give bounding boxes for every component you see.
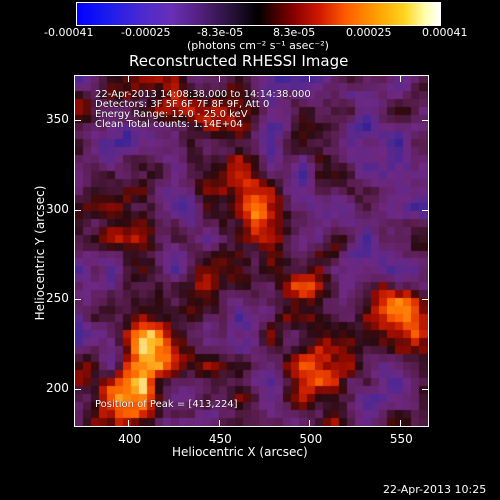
info-line: Energy Range: 12.0 - 25.0 keV — [95, 109, 248, 120]
x-tick-mark — [309, 420, 311, 426]
x-tick-mark — [218, 420, 220, 426]
y-tick-mark — [75, 389, 81, 391]
y-tick-mark — [422, 389, 428, 391]
y-tick-label: 200 — [46, 381, 69, 396]
image-heatmap — [75, 76, 428, 426]
x-tick-mark — [128, 76, 130, 82]
colorbar-tick-label: -0.00025 — [121, 26, 171, 39]
y-tick-mark — [75, 119, 81, 121]
footer-timestamp: 22-Apr-2013 10:25 — [383, 483, 487, 496]
x-tick-mark — [399, 76, 401, 82]
rhessi-image: 22-Apr-2013 14:08:38.000 to 14:14:38.000… — [74, 75, 429, 427]
colorbar-units: (photons cm⁻² s⁻¹ asec⁻²) — [187, 39, 329, 52]
y-tick-mark — [75, 209, 81, 211]
info-line: Detectors: 3F 5F 6F 7F 8F 9F, Att 0 — [95, 99, 270, 110]
plot-title: Reconstructed RHESSI Image — [129, 52, 349, 70]
peak-position-label: Position of Peak = [413,224] — [95, 399, 238, 410]
y-tick-label: 300 — [46, 201, 69, 216]
x-tick-mark — [218, 76, 220, 82]
colorbar-tick-label: 0.00025 — [346, 26, 392, 39]
x-tick-mark — [128, 420, 130, 426]
colorbar-tick-label: 0.00041 — [422, 26, 468, 39]
y-tick-mark — [422, 209, 428, 211]
x-axis-label: Heliocentric X (arcsec) — [172, 445, 308, 459]
x-tick-label: 450 — [208, 432, 232, 446]
info-line: Clean Total counts: 1.14E+04 — [95, 119, 243, 130]
colorbar-tick-label: -8.3e-05 — [197, 26, 244, 39]
colorbar — [76, 2, 441, 26]
y-tick-mark — [422, 119, 428, 121]
y-tick-label: 250 — [46, 291, 69, 306]
y-tick-mark — [422, 299, 428, 301]
x-tick-label: 550 — [389, 432, 413, 446]
info-line: 22-Apr-2013 14:08:38.000 to 14:14:38.000 — [95, 89, 311, 100]
x-tick-label: 400 — [118, 432, 142, 446]
colorbar-tick-label: -0.00041 — [44, 26, 94, 39]
colorbar-tick-label: 8.3e-05 — [273, 26, 316, 39]
y-tick-label: 350 — [46, 111, 69, 126]
x-tick-mark — [309, 76, 311, 82]
x-tick-mark — [399, 420, 401, 426]
x-tick-label: 500 — [299, 432, 323, 446]
y-axis-label: Heliocentric Y (arcsec) — [33, 185, 47, 321]
y-tick-mark — [75, 299, 81, 301]
